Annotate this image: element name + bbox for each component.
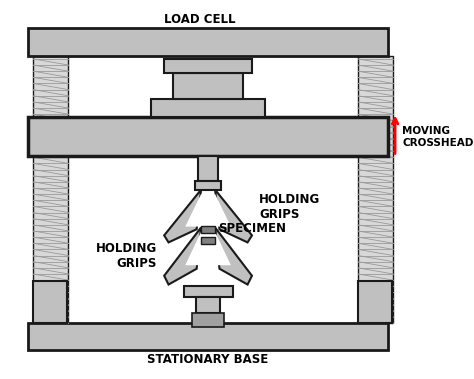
Text: MOVING
CROSSHEAD: MOVING CROSSHEAD (402, 126, 474, 148)
Bar (196, 297, 220, 313)
Polygon shape (164, 227, 201, 285)
Bar (199, 157, 218, 181)
Bar (28, 28, 388, 56)
Polygon shape (215, 190, 252, 243)
Bar (358, 281, 392, 323)
Bar (164, 59, 252, 73)
Bar (192, 313, 224, 327)
Bar (195, 181, 221, 190)
Bar (33, 56, 68, 323)
Text: LOAD CELL: LOAD CELL (164, 13, 235, 25)
Polygon shape (215, 227, 252, 285)
Text: STATIONARY BASE: STATIONARY BASE (147, 353, 269, 366)
Bar (28, 323, 388, 349)
Bar (33, 281, 67, 323)
Bar (358, 56, 393, 323)
Polygon shape (185, 194, 231, 227)
Polygon shape (185, 232, 231, 265)
Bar (201, 226, 215, 233)
Polygon shape (164, 190, 201, 243)
Text: SPECIMEN: SPECIMEN (219, 222, 287, 235)
Text: HOLDING
GRIPS: HOLDING GRIPS (96, 241, 157, 269)
Bar (201, 237, 215, 244)
Bar (151, 99, 265, 117)
Text: HOLDING
GRIPS: HOLDING GRIPS (259, 193, 320, 221)
Bar (28, 117, 388, 157)
Bar (173, 73, 243, 99)
Bar (184, 286, 233, 297)
Bar (204, 227, 212, 229)
